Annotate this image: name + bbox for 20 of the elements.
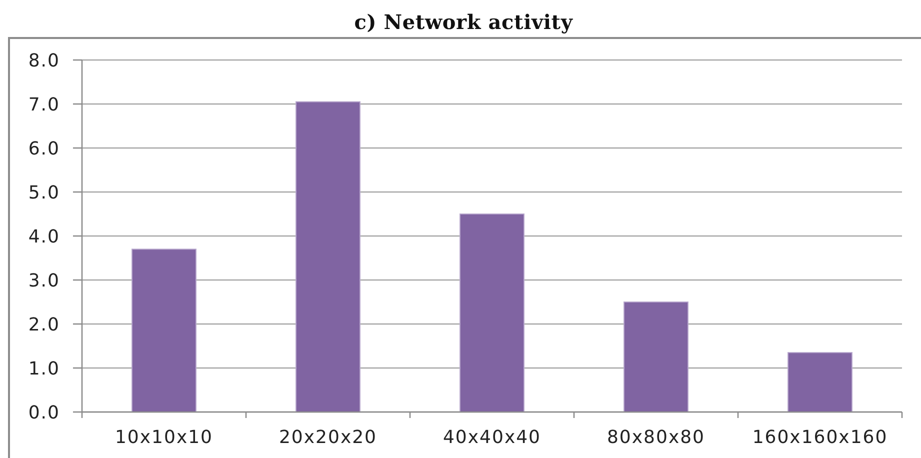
- x-tick-label: 80x80x80: [606, 427, 706, 448]
- y-tick-label: 6.0: [28, 138, 60, 160]
- y-tick-label: 3.0: [28, 270, 60, 292]
- y-tick-label: 7.0: [28, 94, 60, 116]
- y-tick-label: 8.0: [28, 50, 60, 72]
- x-tick-label: 10x10x10: [114, 427, 214, 448]
- y-tick-label: 1.0: [28, 358, 60, 380]
- bar: [132, 248, 196, 412]
- y-tick-label: 4.0: [28, 226, 60, 248]
- y-tick-label: 5.0: [28, 182, 60, 204]
- bar: [460, 214, 524, 412]
- x-tick-label: 20x20x20: [278, 427, 378, 448]
- x-tick-label: 160x160x160: [752, 427, 888, 448]
- y-tick-label: 2.0: [28, 314, 60, 336]
- chart-title: c) Network activity: [354, 10, 574, 34]
- bar: [624, 302, 688, 412]
- bar: [296, 101, 360, 412]
- x-tick-label: 40x40x40: [442, 427, 542, 448]
- y-tick-label: 0.0: [28, 402, 60, 424]
- bar: [788, 352, 852, 412]
